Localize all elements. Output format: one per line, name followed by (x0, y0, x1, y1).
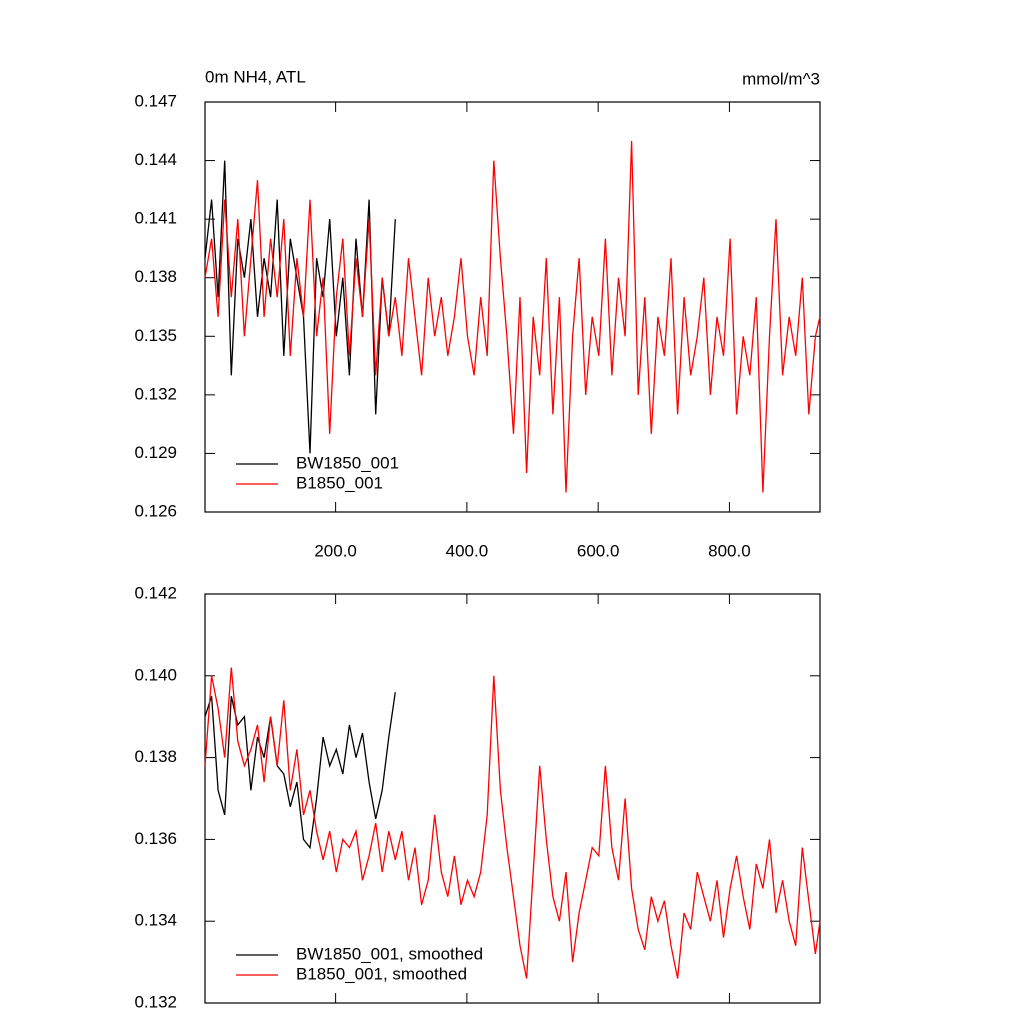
series-line (204, 667, 821, 979)
legend-label: BW1850_001 (296, 453, 399, 472)
x-tick-label: 400.0 (446, 541, 489, 560)
y-tick-label: 0.140 (134, 665, 177, 684)
y-tick-label: 0.126 (134, 501, 177, 520)
legend-label: BW1850_001, smoothed (296, 944, 483, 963)
y-tick-label: 0.138 (134, 747, 177, 766)
legend-label: B1850_001 (296, 473, 383, 492)
x-tick-label: 600.0 (577, 541, 620, 560)
y-tick-label: 0.135 (134, 326, 177, 345)
y-tick-label: 0.138 (134, 267, 177, 286)
y-tick-label: 0.142 (134, 583, 177, 602)
plot-frame (204, 101, 821, 513)
x-tick-label: 800.0 (708, 541, 751, 560)
series-line (204, 160, 396, 454)
plot-frame (204, 593, 821, 1004)
y-tick-label: 0.132 (134, 384, 177, 403)
chart-title: 0m NH4, ATL (205, 67, 306, 86)
units-label: mmol/m^3 (742, 69, 820, 88)
legend-label: B1850_001, smoothed (296, 964, 467, 983)
y-tick-label: 0.134 (134, 911, 177, 930)
y-tick-label: 0.136 (134, 829, 177, 848)
x-tick-label: 200.0 (314, 541, 357, 560)
series-line (204, 692, 396, 850)
y-tick-label: 0.144 (134, 150, 177, 169)
y-tick-label: 0.141 (134, 209, 177, 228)
y-tick-label: 0.132 (134, 992, 177, 1011)
y-tick-label: 0.147 (134, 91, 177, 110)
series-line (204, 140, 821, 493)
y-tick-label: 0.129 (134, 443, 177, 462)
